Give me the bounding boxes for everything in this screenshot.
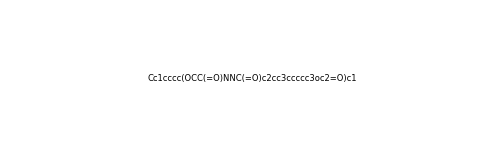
Text: Cc1cccc(OCC(=O)NNC(=O)c2cc3ccccc3oc2=O)c1: Cc1cccc(OCC(=O)NNC(=O)c2cc3ccccc3oc2=O)c… <box>148 74 357 83</box>
